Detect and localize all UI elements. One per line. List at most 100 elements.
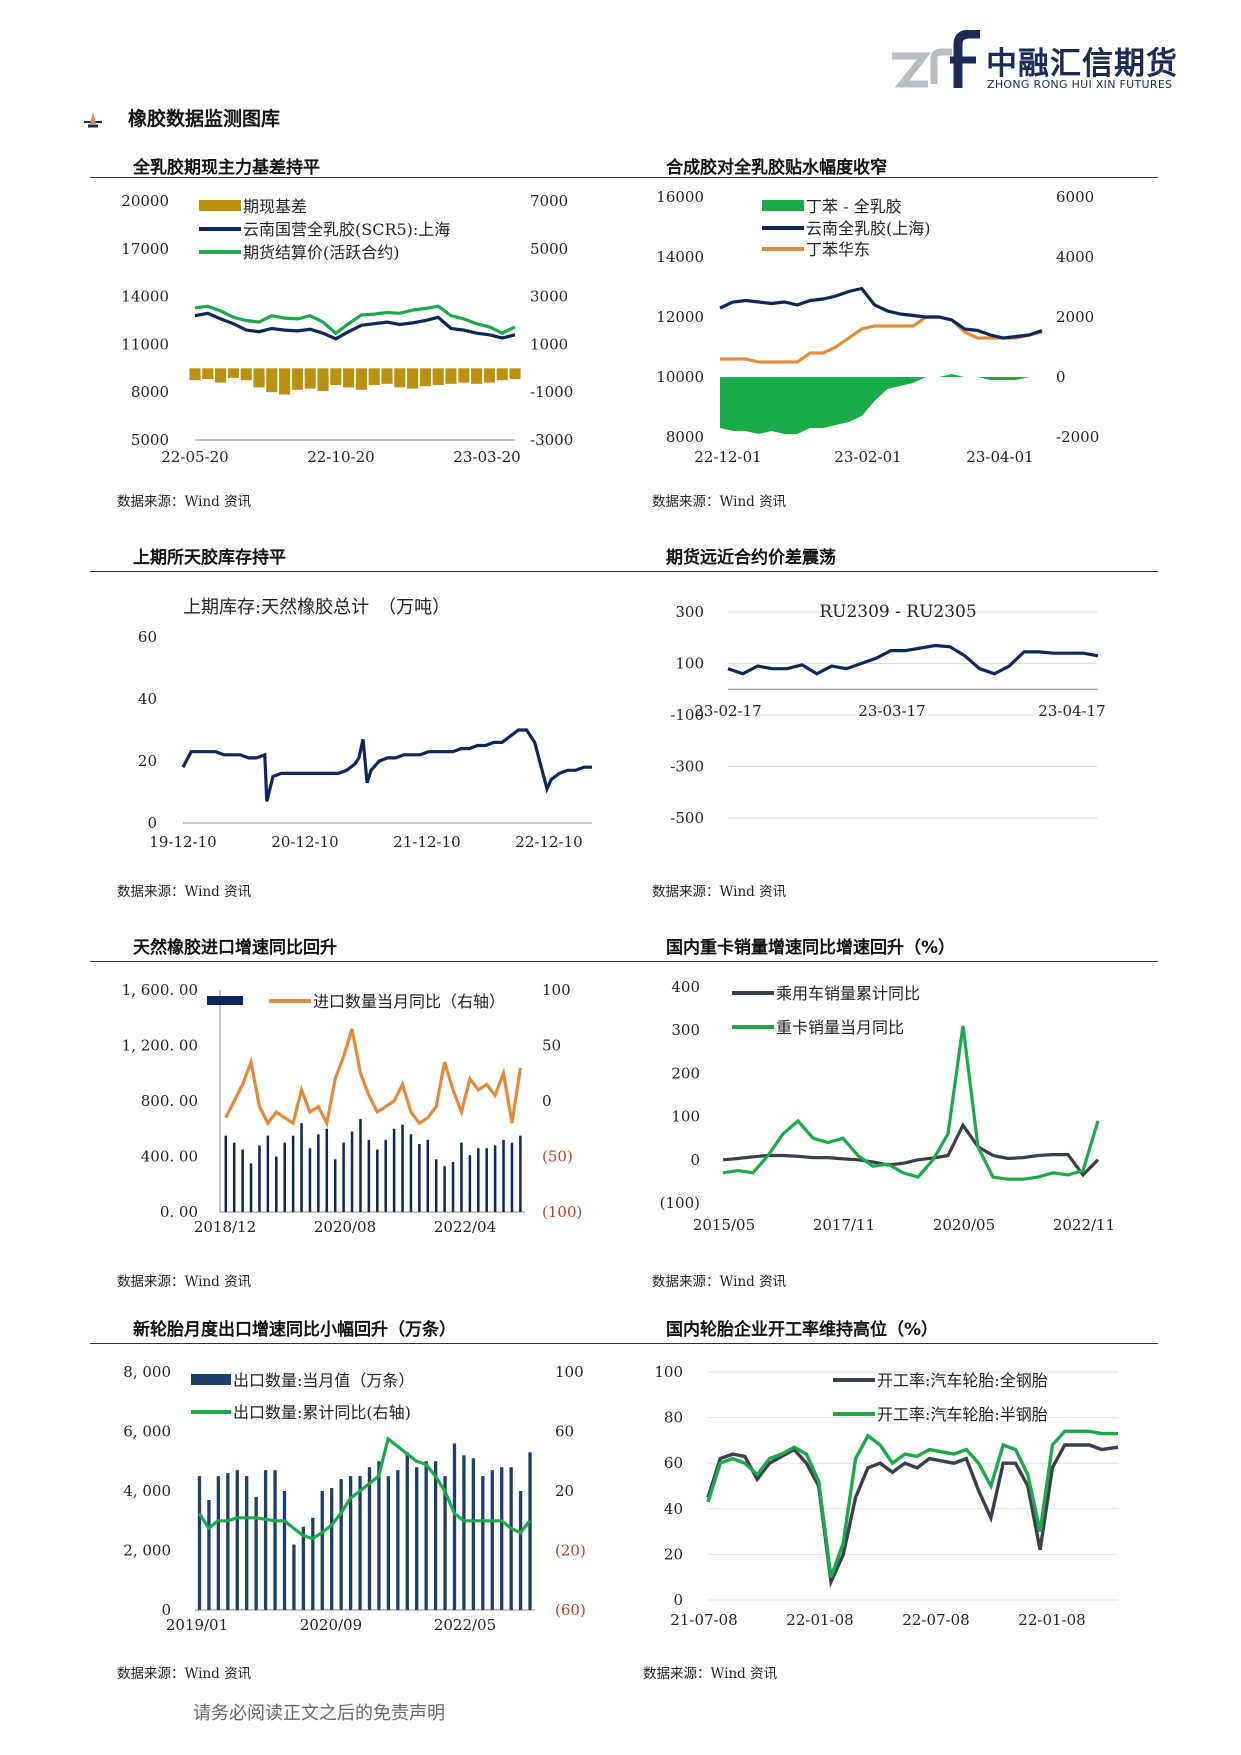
c5-svg: 1, 600. 00 1, 200. 00 800. 00 400. 00 0. 00 1… — [122, 981, 583, 1236]
panel-title-p1: 全乳胶期现主力基差持平 — [133, 158, 320, 178]
c4-y-tick-1: 100 — [675, 655, 704, 673]
c5-legend-1-label: 进口数量当月同比（右轴） — [313, 992, 505, 1011]
chart-imports: 1, 600. 00 1, 200. 00 800. 00 400. 00 0. 00 1… — [95, 975, 600, 1245]
c2-xtick-0: 22-12-01 — [694, 448, 761, 466]
c5-right-tick-3: (50) — [542, 1148, 573, 1166]
c5-import-bar — [224, 1135, 228, 1212]
c5-import-bar — [460, 1142, 463, 1212]
c5-import-bar — [359, 1119, 362, 1212]
c2-left-tick-4: 8000 — [666, 428, 704, 446]
c1-basis-bar — [227, 368, 239, 378]
c7-export-bar — [367, 1467, 372, 1610]
c6-y-tick-0: 400 — [671, 978, 700, 996]
c7-export-bar — [330, 1488, 334, 1610]
c7-export-bar — [386, 1476, 391, 1610]
c1-basis-bar — [279, 368, 291, 395]
chart-tire-operating-rate: 100 80 60 40 20 0 21-07-08 22-01-08 22-07-08 22-0… — [628, 1360, 1148, 1645]
c5-import-bar — [409, 1134, 413, 1212]
c1-basis-bar — [317, 368, 329, 392]
c7-export-bar — [471, 1458, 476, 1610]
c1-basis-bar — [215, 368, 227, 383]
c5-right-tick-0: 100 — [542, 981, 571, 999]
c8-legend-0-label: 开工率:汽车轮胎:全钢胎 — [877, 1371, 1048, 1390]
c5-import-bar — [300, 1123, 303, 1212]
c7-export-bar — [282, 1491, 287, 1610]
c7-export-bar — [339, 1479, 343, 1610]
c1-basis-bar — [368, 368, 380, 386]
c6-legend-0-label: 乘用车销量累计同比 — [776, 984, 920, 1003]
section-title: 橡胶数据监测图库 — [128, 108, 281, 130]
c5-import-bar — [468, 1155, 472, 1212]
c1-xtick-2: 23-03-20 — [453, 448, 520, 466]
c5-import-bar — [317, 1134, 320, 1212]
c3-y-tick-2: 20 — [138, 752, 157, 770]
source-p2: 数据来源：Wind 资讯 — [652, 494, 787, 510]
c5-import-bar — [384, 1139, 387, 1212]
panel-title-p2: 合成胶对全乳胶贴水幅度收窄 — [666, 158, 887, 178]
c1-legend-1-label: 云南国营全乳胶(SCR5):上海 — [243, 220, 450, 239]
c5-xtick-2: 2022/04 — [434, 1218, 496, 1236]
panel-title-p4: 期货远近合约价差震荡 — [666, 548, 836, 568]
chart-basis: 20000 17000 14000 11000 8000 5000 7000 5000 3000… — [95, 185, 600, 475]
c5-import-bar — [502, 1139, 505, 1212]
c5-xtick-1: 2020/08 — [314, 1218, 376, 1236]
c2-legend-2-label: 丁苯华东 — [806, 240, 870, 259]
c1-basis-bar — [394, 368, 406, 388]
c5-import-bar — [443, 1166, 446, 1212]
c7-export-bar — [443, 1476, 447, 1610]
c5-import-bar — [418, 1144, 421, 1212]
c5-import-bar — [275, 1156, 278, 1212]
c1-basis-bar — [304, 368, 316, 389]
c4-xtick-0: 23-02-17 — [694, 702, 761, 720]
source-p4: 数据来源：Wind 资讯 — [652, 884, 787, 900]
c1-left-tick-3: 11000 — [121, 335, 169, 353]
c6-y-tick-1: 300 — [671, 1021, 700, 1039]
c1-basis-bar — [432, 368, 444, 386]
c1-basis-bar — [240, 368, 252, 381]
c7-right-tick-3: (20) — [555, 1542, 586, 1560]
c7-export-bar — [226, 1473, 230, 1610]
c7-export-bar — [377, 1461, 381, 1610]
c6-xtick-0: 2015/05 — [693, 1216, 755, 1234]
c8-line-semisteel — [706, 1429, 1118, 1578]
c5-import-bar — [342, 1142, 345, 1212]
panel-rule-p1 — [90, 177, 620, 178]
source-p3: 数据来源：Wind 资讯 — [117, 884, 252, 900]
c5-import-bar — [258, 1145, 261, 1212]
c7-export-bar — [273, 1470, 277, 1610]
c8-y-tick-0: 100 — [654, 1363, 683, 1381]
chart-tire-exports: 8, 000 6, 000 4, 000 2, 000 0 100 60 20 (20) (60)… — [95, 1360, 600, 1645]
c3-line-inventory — [181, 728, 592, 802]
c2-left-tick-1: 14000 — [656, 248, 704, 266]
c4-xtick-2: 23-04-17 — [1038, 702, 1105, 720]
c1-basis-bar — [330, 368, 342, 386]
chart-synthetic-vs-natural: 16000 14000 12000 10000 8000 6000 4000 2000 0 -20… — [628, 185, 1148, 475]
c5-import-bar — [519, 1135, 522, 1212]
c3-xtick-0: 19-12-10 — [149, 833, 216, 851]
c2-left-tick-2: 12000 — [656, 308, 704, 326]
c2-right-tick-4: -2000 — [1056, 428, 1099, 446]
logo-text-cn: 中融汇信期货 — [986, 46, 1178, 82]
bullet-icon — [84, 112, 102, 128]
c6-svg: 400 300 200 100 0 (100) 2015/05 2017/11 2020/05 2… — [660, 978, 1116, 1234]
c2-right-tick-2: 2000 — [1056, 308, 1094, 326]
logo-mark-icon — [892, 30, 980, 88]
c5-import-bar — [291, 1135, 295, 1212]
c2-right-tick-1: 4000 — [1056, 248, 1094, 266]
c5-import-bar — [426, 1139, 430, 1212]
c5-left-tick-0: 1, 600. 00 — [122, 981, 198, 999]
c7-export-bar — [405, 1452, 409, 1610]
c5-line-yoy — [224, 1028, 522, 1129]
c1-basis-bar — [419, 368, 431, 387]
c2-legend-1-label: 云南全乳胶(上海) — [806, 219, 931, 238]
c7-left-tick-0: 8, 000 — [123, 1363, 171, 1381]
c2-left-tick-3: 10000 — [656, 368, 704, 386]
c1-basis-bar — [343, 368, 355, 388]
c2-legend-0-swatch — [762, 200, 804, 211]
c5-import-bar — [485, 1148, 488, 1212]
c2-svg: 16000 14000 12000 10000 8000 6000 4000 2000 0 -20… — [656, 188, 1099, 466]
c7-export-bar — [292, 1544, 296, 1610]
c1-right-tick-4: -1000 — [530, 383, 573, 401]
panel-rule-p3 — [90, 571, 620, 572]
c7-export-bar — [452, 1443, 457, 1610]
